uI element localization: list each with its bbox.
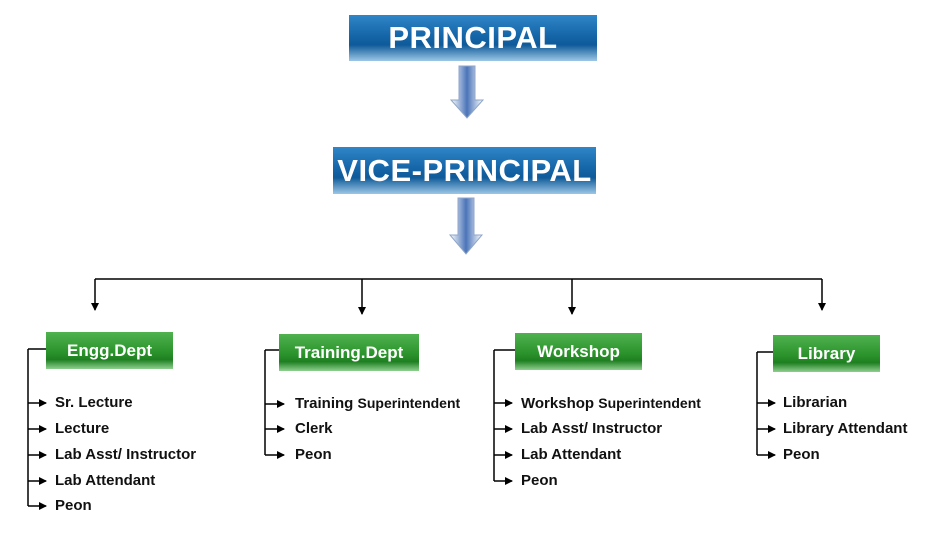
training-role-connectors <box>264 349 285 459</box>
workshop-role: Workshop Superintendent <box>521 394 701 413</box>
library-role: Peon <box>783 446 820 463</box>
library-role: Library Attendant <box>783 420 908 437</box>
workshop-role-connectors <box>493 349 515 485</box>
vice-principal-box: VICE-PRINCIPAL <box>333 147 596 194</box>
engg-role: Lab Asst/ Instructor <box>55 446 197 463</box>
dept-training-box: Training.Dept <box>279 334 419 371</box>
workshop-role: Peon <box>521 472 558 489</box>
training-role-suffix: Superintendent <box>357 395 461 411</box>
dept-workshop-box: Workshop <box>515 333 642 370</box>
down-arrow-icon <box>448 197 484 255</box>
principal-box: PRINCIPAL <box>349 15 597 61</box>
training-role: Clerk <box>295 420 333 437</box>
engg-role: Lecture <box>55 420 110 437</box>
down-arrow-icon <box>449 65 485 119</box>
engg-role: Peon <box>55 497 92 514</box>
workshop-role-suffix: Superintendent <box>598 395 701 411</box>
dept-engg-box: Engg.Dept <box>46 332 173 369</box>
workshop-role: Lab Asst/ Instructor <box>521 420 663 437</box>
training-role: Peon <box>295 446 332 463</box>
engg-role: Lab Attendant <box>55 472 156 489</box>
workshop-role: Lab Attendant <box>521 446 622 463</box>
workshop-role-main: Workshop <box>521 395 595 412</box>
training-role: Training Superintendent <box>295 394 460 413</box>
dept-library-box: Library <box>773 335 880 372</box>
library-role-connectors <box>756 351 776 459</box>
engg-role-connectors <box>27 348 47 510</box>
training-role-main: Training <box>295 395 354 412</box>
library-role: Librarian <box>783 394 848 411</box>
engg-role: Sr. Lecture <box>55 394 133 411</box>
